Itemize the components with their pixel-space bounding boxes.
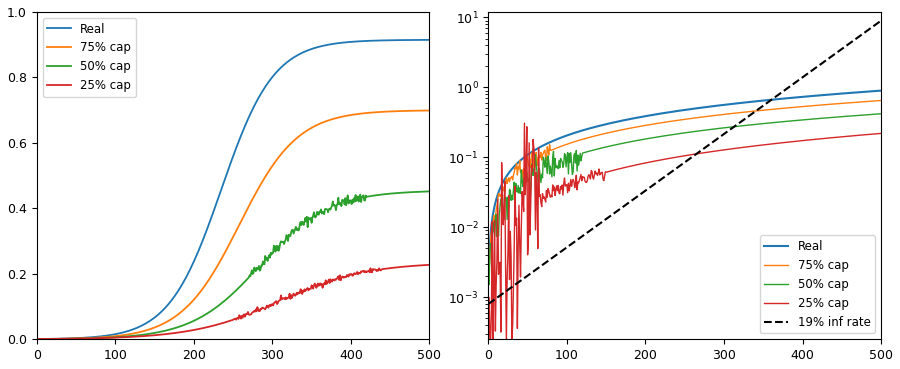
- 25% cap: [581, 180, 592, 184]
- 25% cap: [129, 335, 140, 339]
- Real: [175, 286, 185, 291]
- 19% inf rate: [597, 220, 608, 224]
- 75% cap: [129, 331, 140, 335]
- 50% cap: [598, 145, 608, 150]
- 25% cap: [483, 337, 494, 342]
- 75% cap: [32, 337, 42, 341]
- 25% cap: [424, 263, 435, 267]
- 19% inf rate: [876, 18, 886, 23]
- Line: 50% cap: 50% cap: [37, 192, 429, 339]
- 50% cap: [809, 117, 820, 121]
- 50% cap: [742, 123, 752, 128]
- 50% cap: [289, 230, 300, 234]
- 25% cap: [356, 269, 367, 274]
- 25% cap: [284, 292, 295, 296]
- Real: [808, 94, 819, 98]
- 25% cap: [175, 330, 185, 335]
- Real: [145, 318, 156, 323]
- Line: 25% cap: 25% cap: [37, 265, 429, 339]
- Line: 25% cap: 25% cap: [489, 123, 881, 339]
- 50% cap: [626, 139, 637, 144]
- Real: [580, 127, 591, 132]
- Line: Real: Real: [489, 91, 881, 264]
- Real: [876, 89, 886, 93]
- 75% cap: [626, 125, 637, 130]
- 25% cap: [736, 145, 747, 150]
- 75% cap: [289, 138, 300, 142]
- 19% inf rate: [626, 199, 636, 203]
- 19% inf rate: [741, 116, 751, 120]
- Real: [597, 123, 608, 127]
- 50% cap: [876, 111, 886, 116]
- Real: [736, 101, 747, 105]
- Real: [424, 38, 435, 42]
- 50% cap: [581, 150, 592, 154]
- 75% cap: [598, 132, 608, 136]
- 19% inf rate: [736, 119, 747, 124]
- Line: 50% cap: 50% cap: [489, 114, 881, 284]
- Legend: Real, 75% cap, 50% cap, 25% cap: Real, 75% cap, 50% cap, 25% cap: [42, 18, 136, 97]
- 75% cap: [145, 327, 156, 331]
- Real: [483, 262, 494, 266]
- Line: 75% cap: 75% cap: [489, 100, 881, 272]
- 25% cap: [876, 131, 886, 136]
- Real: [129, 327, 140, 331]
- 25% cap: [626, 163, 637, 168]
- 50% cap: [145, 331, 156, 336]
- 25% cap: [809, 137, 820, 142]
- 19% inf rate: [580, 231, 591, 236]
- 50% cap: [483, 282, 494, 287]
- 75% cap: [742, 110, 752, 114]
- 25% cap: [519, 121, 530, 125]
- Line: Real: Real: [37, 40, 429, 339]
- 75% cap: [876, 98, 886, 103]
- Real: [284, 58, 295, 62]
- 75% cap: [284, 142, 295, 147]
- Real: [626, 117, 636, 121]
- 25% cap: [145, 333, 156, 338]
- 19% inf rate: [808, 67, 819, 72]
- Line: 19% inf rate: 19% inf rate: [489, 21, 881, 304]
- Real: [741, 100, 751, 104]
- 25% cap: [742, 145, 752, 149]
- 25% cap: [289, 292, 300, 297]
- 75% cap: [581, 136, 592, 140]
- 50% cap: [284, 234, 295, 238]
- 25% cap: [598, 176, 608, 181]
- Real: [356, 39, 367, 44]
- Real: [32, 337, 42, 341]
- 50% cap: [32, 337, 42, 341]
- Line: 75% cap: 75% cap: [37, 110, 429, 339]
- 50% cap: [175, 324, 185, 329]
- 50% cap: [483, 275, 494, 279]
- 75% cap: [424, 108, 435, 113]
- 50% cap: [129, 334, 140, 338]
- 75% cap: [175, 311, 185, 315]
- 75% cap: [356, 111, 367, 116]
- 50% cap: [736, 124, 747, 128]
- 75% cap: [483, 265, 494, 270]
- Real: [289, 55, 300, 59]
- 75% cap: [809, 103, 820, 108]
- 19% inf rate: [483, 302, 494, 306]
- 75% cap: [483, 270, 494, 274]
- 50% cap: [424, 189, 435, 194]
- 75% cap: [736, 110, 747, 115]
- 25% cap: [32, 337, 42, 341]
- Legend: Real, 75% cap, 50% cap, 25% cap, 19% inf rate: Real, 75% cap, 50% cap, 25% cap, 19% inf…: [760, 235, 875, 334]
- 50% cap: [356, 195, 367, 199]
